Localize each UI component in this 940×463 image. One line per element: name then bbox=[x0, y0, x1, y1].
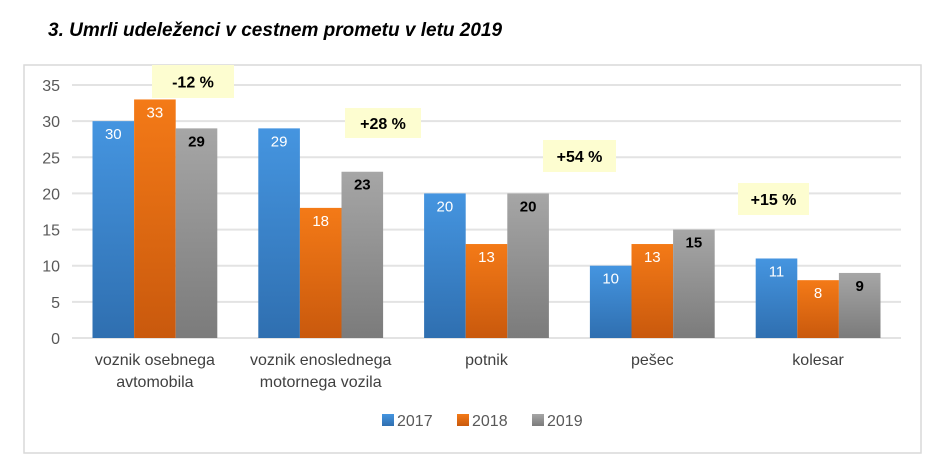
bar-2017 bbox=[424, 193, 466, 338]
y-tick-label: 5 bbox=[51, 295, 60, 312]
bar-2019 bbox=[673, 229, 715, 338]
legend-label: 2017 bbox=[397, 413, 433, 430]
x-tick-label: voznik enoslednega bbox=[250, 352, 392, 369]
x-tick-label: pešec bbox=[631, 352, 674, 369]
data-label: 8 bbox=[814, 285, 822, 302]
legend-label: 2019 bbox=[547, 413, 583, 430]
data-label: 29 bbox=[188, 133, 205, 150]
data-label: 30 bbox=[105, 126, 122, 143]
change-annotation-box bbox=[543, 140, 616, 172]
data-label: 23 bbox=[354, 177, 371, 194]
bar-2018 bbox=[299, 207, 342, 338]
bar-2017 bbox=[755, 258, 798, 338]
bar-2017 bbox=[589, 265, 632, 338]
chart-title: 3. Umrli udeleženci v cestnem prometu v … bbox=[48, 20, 503, 41]
legend-swatch-2019 bbox=[532, 414, 544, 426]
change-annotation-box bbox=[345, 108, 421, 138]
data-label: 15 bbox=[686, 235, 703, 252]
data-label: 13 bbox=[478, 249, 495, 266]
data-label: 20 bbox=[437, 198, 454, 215]
data-label: 33 bbox=[147, 104, 164, 121]
data-label: 9 bbox=[856, 278, 864, 295]
change-annotation: -12 % bbox=[172, 75, 214, 92]
legend-swatch-2017 bbox=[382, 414, 394, 426]
legend-label: 2018 bbox=[472, 413, 508, 430]
x-tick-label: motornega vozila bbox=[260, 374, 382, 391]
y-tick-label: 25 bbox=[42, 150, 60, 167]
bar-2019 bbox=[341, 171, 384, 338]
change-annotation: +28 % bbox=[360, 116, 406, 133]
y-tick-label: 10 bbox=[42, 259, 60, 276]
data-label: 10 bbox=[602, 271, 619, 288]
y-tick-label: 30 bbox=[42, 114, 60, 131]
legend-swatch-2018 bbox=[457, 414, 469, 426]
change-annotation-box bbox=[152, 65, 234, 98]
bar-2019 bbox=[838, 272, 881, 338]
data-label: 11 bbox=[769, 263, 785, 280]
bar-2018 bbox=[797, 280, 839, 338]
data-label: 20 bbox=[520, 198, 537, 215]
change-annotation: +15 % bbox=[751, 192, 797, 209]
y-tick-label: 0 bbox=[51, 331, 60, 348]
bar-2017 bbox=[92, 121, 135, 339]
bar-2018 bbox=[631, 244, 674, 338]
y-tick-label: 20 bbox=[42, 186, 60, 203]
bar-2019 bbox=[175, 128, 218, 338]
bar-2018 bbox=[134, 99, 176, 338]
bar-2017 bbox=[258, 128, 300, 338]
y-tick-label: 35 bbox=[42, 78, 60, 95]
x-tick-label: voznik osebnega bbox=[95, 352, 215, 369]
x-tick-label: potnik bbox=[465, 352, 509, 369]
data-label: 13 bbox=[644, 249, 661, 266]
bar-2018 bbox=[465, 244, 508, 338]
bar-2019 bbox=[507, 193, 549, 338]
x-tick-label: kolesar bbox=[792, 352, 844, 369]
data-label: 18 bbox=[312, 213, 329, 230]
change-annotation: +54 % bbox=[557, 149, 603, 166]
y-tick-label: 15 bbox=[42, 223, 60, 240]
x-tick-label: avtomobila bbox=[116, 374, 193, 391]
data-label: 29 bbox=[271, 133, 288, 150]
change-annotation-box bbox=[738, 183, 809, 215]
